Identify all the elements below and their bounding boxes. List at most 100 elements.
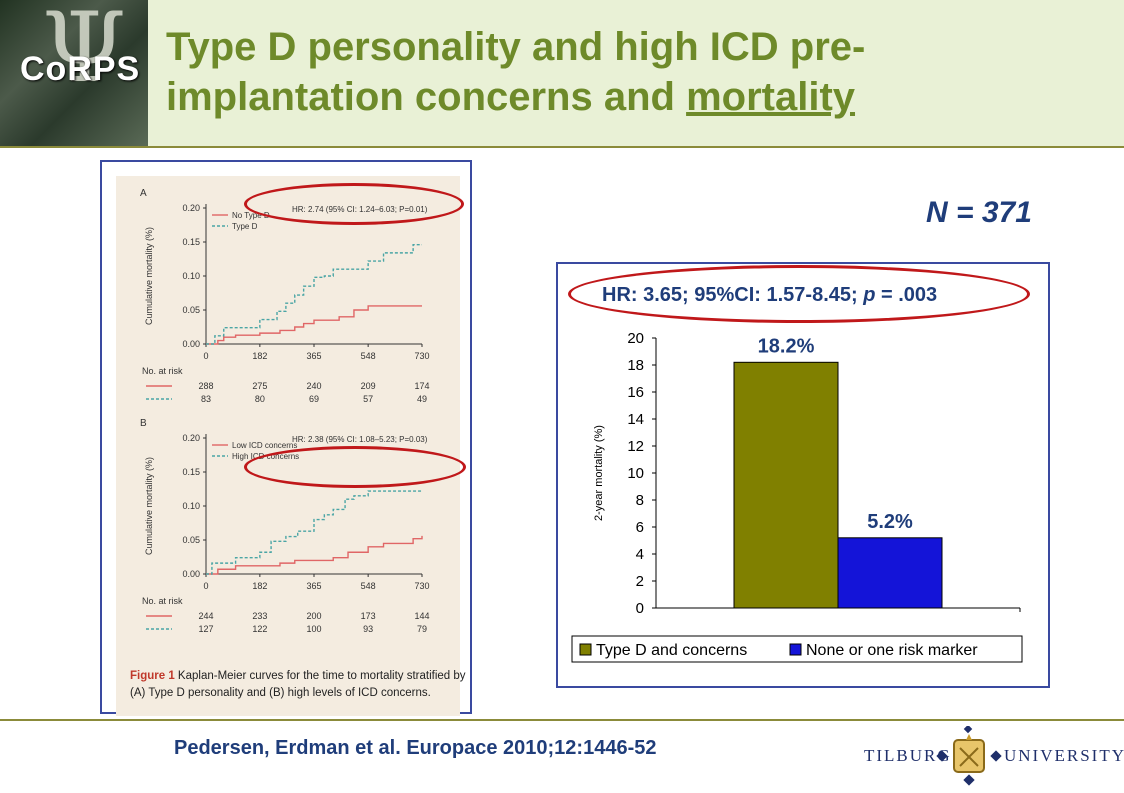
highlight-ellipse-hr-bar bbox=[568, 265, 1030, 323]
bar-legend-label: None or one risk marker bbox=[806, 642, 978, 659]
figure-caption-text: Kaplan-Meier curves for the time to mort… bbox=[130, 670, 466, 699]
corps-logo: Ψ CoRPS bbox=[0, 0, 148, 146]
km-charts-svg: A 0.00 0.05 0.10 0.15 0.20 0 182 365 548 730 Cumula… bbox=[140, 188, 430, 634]
title-underlined-word: mortality bbox=[686, 75, 856, 119]
bar-none-or-one bbox=[837, 537, 943, 609]
km-a-risk-cell: 174 bbox=[414, 381, 429, 391]
bar-y-tick-label: 8 bbox=[636, 492, 644, 509]
km-b-risk-cell: 200 bbox=[306, 611, 321, 621]
km-b-y-tick-label: 0.20 bbox=[182, 433, 200, 443]
bar-y-axis-label: 2-year mortality (%) bbox=[593, 425, 605, 521]
bar-y-tick-label: 16 bbox=[627, 384, 644, 401]
km-b-risk-cell: 244 bbox=[198, 611, 213, 621]
highlight-ellipse-hr-b bbox=[244, 446, 466, 488]
km-b-y-tick-label: 0.05 bbox=[182, 535, 200, 545]
bar-y-tick-label: 18 bbox=[627, 357, 644, 374]
km-b-curve-low bbox=[206, 535, 423, 575]
km-figure-background: A 0.00 0.05 0.10 0.15 0.20 0 182 365 548 730 Cumula… bbox=[116, 176, 466, 716]
km-b-curve-high bbox=[206, 490, 422, 575]
kaplan-meier-figure: A 0.00 0.05 0.10 0.15 0.20 0 182 365 548 730 Cumula… bbox=[100, 160, 472, 716]
sample-size: N = 371 bbox=[926, 196, 1032, 229]
km-a-y-tick-label: 0.15 bbox=[182, 237, 200, 247]
bar-value-label: 5.2% bbox=[867, 511, 913, 533]
bar-legend-box bbox=[571, 635, 1023, 663]
bar-legend-swatch bbox=[579, 643, 592, 656]
university-word: UNIVERSITY bbox=[1004, 746, 1124, 765]
title-line-2: implantation concerns and bbox=[166, 75, 687, 119]
km-a-x-tick-label: 182 bbox=[252, 351, 267, 361]
km-b-x-tick-label: 730 bbox=[414, 581, 429, 591]
km-b-x-tick-label: 0 bbox=[203, 581, 208, 591]
km-b-x-tick-label: 548 bbox=[361, 581, 376, 591]
km-b-risk-table-label: No. at risk bbox=[142, 596, 183, 606]
km-b-risk-cell: 100 bbox=[306, 624, 321, 634]
bar-y-tick-label: 2 bbox=[636, 573, 644, 590]
km-a-risk-cell: 209 bbox=[361, 381, 376, 391]
km-a-x-tick-label: 0 bbox=[203, 351, 208, 361]
bar-y-tick-label: 4 bbox=[636, 546, 644, 563]
bar-y-tick-label: 0 bbox=[636, 600, 644, 617]
highlight-ellipse-hr-a bbox=[244, 183, 464, 225]
title-line-1: Type D personality and high ICD pre- bbox=[166, 25, 866, 69]
km-a-risk-cell: 49 bbox=[417, 394, 427, 404]
km-b-risk-cell: 233 bbox=[252, 611, 267, 621]
km-a-risk-cell: 83 bbox=[201, 394, 211, 404]
km-b-risk-cell: 173 bbox=[361, 611, 376, 621]
tilburg-university-logo: TILBURG UNIVERSITY bbox=[864, 726, 1124, 786]
km-b-panel-letter: B bbox=[140, 418, 147, 429]
figure-caption-label: Figure 1 bbox=[130, 670, 175, 682]
km-a-x-tick-label: 365 bbox=[306, 351, 321, 361]
km-a-risk-cell: 80 bbox=[255, 394, 265, 404]
header-banner: Ψ CoRPS Type D personality and high ICD … bbox=[0, 0, 1124, 146]
km-a-x-tick-label: 730 bbox=[414, 351, 429, 361]
km-a-risk-cell: 240 bbox=[306, 381, 321, 391]
bar-chart-svg: 0 2 4 6 8 10 12 14 16 18 20 2-year mortality (%) 18.… bbox=[571, 330, 1023, 663]
bar-y-tick-label: 20 bbox=[627, 330, 644, 347]
psi-icon: Ψ bbox=[42, 0, 127, 104]
km-a-curve-low bbox=[206, 305, 422, 345]
bar-legend-label: Type D and concerns bbox=[596, 642, 747, 659]
km-a-legend-label: Type D bbox=[232, 222, 258, 231]
footer-divider bbox=[0, 719, 1124, 721]
km-b-x-tick-label: 365 bbox=[306, 581, 321, 591]
km-b-x-tick-label: 182 bbox=[252, 581, 267, 591]
university-seal-icon bbox=[936, 726, 1002, 786]
km-a-legend-label: No Type D bbox=[232, 211, 270, 220]
km-a-y-tick-label: 0.00 bbox=[182, 339, 200, 349]
km-a-risk-cell: 275 bbox=[252, 381, 267, 391]
km-a-y-tick-label: 0.05 bbox=[182, 305, 200, 315]
km-b-risk-cell: 79 bbox=[417, 624, 427, 634]
bar-y-tick-label: 14 bbox=[627, 411, 644, 428]
bar-legend-swatch bbox=[789, 643, 802, 656]
bar-y-tick-label: 10 bbox=[627, 465, 644, 482]
tilburg-word: TILBURG bbox=[864, 746, 952, 765]
bar-type-d-concerns bbox=[733, 361, 839, 609]
km-b-hr-annotation: HR: 2.38 (95% CI: 1.08–5.23; P=0.03) bbox=[292, 435, 428, 444]
km-b-y-tick-label: 0.15 bbox=[182, 467, 200, 477]
km-b-legend-label: Low ICD concerns bbox=[232, 441, 297, 450]
km-a-curve-high bbox=[206, 244, 422, 345]
slide-title: Type D personality and high ICD pre- imp… bbox=[166, 22, 1066, 122]
km-a-y-axis-label: Cumulative mortality (%) bbox=[144, 227, 154, 325]
km-a-risk-cell: 57 bbox=[363, 394, 373, 404]
logo-text: CoRPS bbox=[20, 50, 141, 88]
km-b-risk-cell: 93 bbox=[363, 624, 373, 634]
km-b-risk-cell: 127 bbox=[198, 624, 213, 634]
km-a-y-tick-label: 0.20 bbox=[182, 203, 200, 213]
bar-y-tick-label: 6 bbox=[636, 519, 644, 536]
km-a-risk-cell: 69 bbox=[309, 394, 319, 404]
km-a-x-tick-label: 548 bbox=[361, 351, 376, 361]
figure-caption: Figure 1 Kaplan-Meier curves for the tim… bbox=[130, 668, 468, 702]
km-b-y-tick-label: 0.00 bbox=[182, 569, 200, 579]
km-b-risk-cell: 122 bbox=[252, 624, 267, 634]
km-b-risk-cell: 144 bbox=[414, 611, 429, 621]
km-a-panel-letter: A bbox=[140, 188, 147, 199]
km-a-risk-table-label: No. at risk bbox=[142, 366, 183, 376]
km-b-y-axis-label: Cumulative mortality (%) bbox=[144, 457, 154, 555]
km-b-y-tick-label: 0.10 bbox=[182, 501, 200, 511]
header-divider bbox=[0, 146, 1124, 148]
citation: Pedersen, Erdman et al. Europace 2010;12… bbox=[174, 737, 657, 759]
km-a-y-tick-label: 0.10 bbox=[182, 271, 200, 281]
km-a-risk-cell: 288 bbox=[198, 381, 213, 391]
